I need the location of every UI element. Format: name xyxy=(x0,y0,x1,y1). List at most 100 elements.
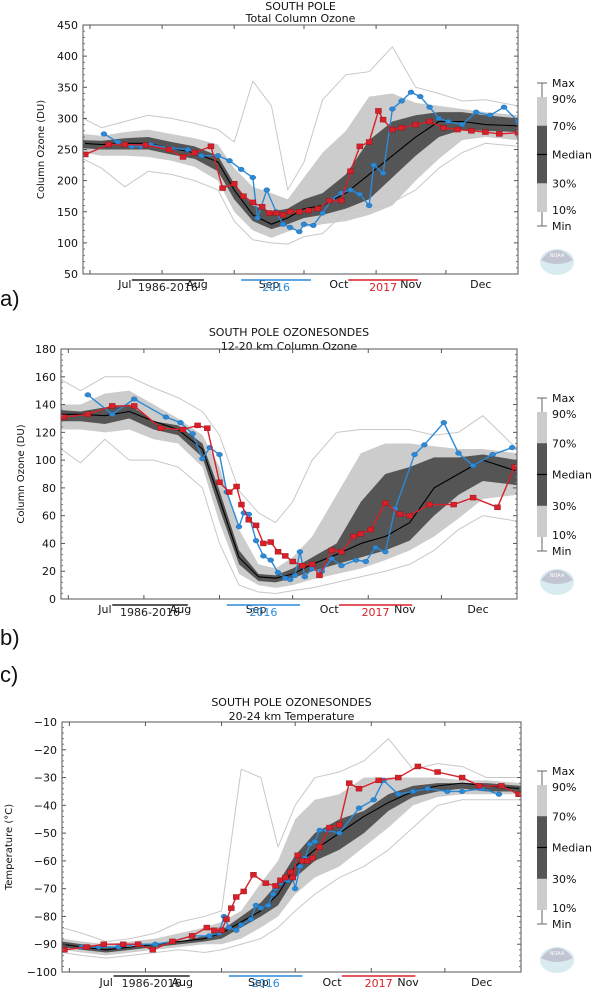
data-point-2016 xyxy=(455,450,462,456)
data-point-2017 xyxy=(100,941,107,947)
data-point-2016 xyxy=(514,118,518,124)
data-point-2016 xyxy=(225,925,233,931)
data-point-2017 xyxy=(233,894,240,900)
y-tick-label: 50 xyxy=(64,268,78,281)
y-tick-label: 0 xyxy=(49,593,56,606)
noaa-logo-icon: NOAA xyxy=(540,569,574,595)
data-point-2017 xyxy=(375,777,382,784)
x-tick-label: Dec xyxy=(467,603,488,616)
data-point-2017 xyxy=(282,553,289,559)
noaa-logo-icon: NOAA xyxy=(540,249,574,275)
data-point-2016 xyxy=(100,131,108,137)
y-axis-label: Column Ozone (DU) xyxy=(16,424,27,523)
data-point-2017 xyxy=(149,947,157,953)
y-tick-label: −30 xyxy=(34,772,57,785)
data-point-2017 xyxy=(231,181,238,187)
max-line xyxy=(62,738,521,942)
data-point-2017 xyxy=(367,526,374,533)
data-point-2016 xyxy=(114,139,122,145)
min-line xyxy=(83,142,518,245)
data-point-2017 xyxy=(305,207,312,214)
data-point-2016 xyxy=(260,553,267,559)
max-line xyxy=(83,46,518,191)
data-point-2016 xyxy=(109,411,116,417)
data-point-2016 xyxy=(495,791,503,797)
data-point-2016 xyxy=(356,191,364,197)
data-point-2016 xyxy=(440,420,448,426)
data-point-2016 xyxy=(398,98,405,104)
data-point-2017 xyxy=(84,411,92,417)
y-tick-label: 200 xyxy=(57,175,78,188)
data-point-2016 xyxy=(162,414,170,420)
data-point-2017 xyxy=(426,501,433,508)
data-point-2016 xyxy=(296,229,303,235)
data-point-2016 xyxy=(235,524,243,530)
data-point-2017 xyxy=(267,539,274,545)
data-point-2017 xyxy=(238,501,245,508)
data-point-2017 xyxy=(216,479,223,486)
plot-frame xyxy=(60,348,518,600)
y-tick-label: −70 xyxy=(34,883,57,896)
noaa-logo-bird xyxy=(541,948,573,962)
y-tick-label: 250 xyxy=(57,144,78,157)
data-point-2017 xyxy=(252,522,260,529)
legend-min-label: Min xyxy=(552,545,572,558)
data-point-2017 xyxy=(299,562,306,569)
x-tick-label: Nov xyxy=(400,278,422,291)
data-point-2017 xyxy=(121,141,129,148)
data-point-2016 xyxy=(424,786,431,792)
data-point-2016 xyxy=(300,221,308,227)
data-point-2016 xyxy=(328,556,335,562)
panel-a: SOUTH POLE Total Column Ozone 50 100 150 200 2… xyxy=(0,0,610,320)
data-point-2017 xyxy=(218,927,225,934)
data-point-2016 xyxy=(267,557,274,563)
data-point-2016 xyxy=(226,158,233,164)
data-point-2017 xyxy=(274,549,282,555)
legend-10-label: 10% xyxy=(552,529,576,542)
data-point-2017 xyxy=(282,874,289,881)
data-point-2016 xyxy=(319,210,326,216)
x-tick-label: Aug xyxy=(186,278,207,291)
data-point-2016 xyxy=(444,788,451,794)
data-point-2016 xyxy=(237,922,245,928)
data-point-2017 xyxy=(326,197,333,204)
data-point-2017 xyxy=(515,791,521,797)
y-tick-label: 450 xyxy=(57,19,78,32)
data-point-2017 xyxy=(258,204,266,210)
data-point-2017 xyxy=(389,126,396,133)
data-point-2016 xyxy=(287,577,294,583)
y-tick-label: 40 xyxy=(42,537,56,550)
legend-90-label: 90% xyxy=(552,408,576,421)
panel-label-c: c) xyxy=(0,662,19,687)
data-point-2017 xyxy=(279,212,287,218)
data-point-2017 xyxy=(169,938,176,945)
data-point-2017 xyxy=(326,824,333,831)
data-point-2016 xyxy=(347,187,354,193)
data-point-2017 xyxy=(382,500,389,506)
x-tick-label: Nov xyxy=(394,603,416,616)
y-tick-label: 120 xyxy=(35,426,56,439)
data-point-2016 xyxy=(508,445,516,451)
y-tick-label: 100 xyxy=(57,237,78,250)
data-point-2016 xyxy=(291,572,299,578)
y-tick-label: 80 xyxy=(42,482,56,495)
legend-2016-label: 2016 xyxy=(249,606,277,619)
y-tick-label: 60 xyxy=(42,510,56,523)
data-point-2016 xyxy=(254,215,261,221)
data-point-2016 xyxy=(458,122,466,128)
noaa-logo-text: NOAA xyxy=(550,951,565,957)
data-point-2016 xyxy=(362,558,370,564)
data-point-2017 xyxy=(207,143,215,150)
data-point-2016 xyxy=(274,570,282,576)
data-point-2017 xyxy=(179,154,187,160)
noaa-logo-text: NOAA xyxy=(550,573,565,579)
data-point-2017 xyxy=(245,517,252,523)
legend-10-label: 10% xyxy=(552,902,576,915)
y-tick-label: 180 xyxy=(35,343,56,356)
data-point-2017 xyxy=(265,210,273,216)
median-line xyxy=(61,410,517,579)
data-point-2017 xyxy=(304,858,311,864)
data-point-2017 xyxy=(347,168,354,174)
